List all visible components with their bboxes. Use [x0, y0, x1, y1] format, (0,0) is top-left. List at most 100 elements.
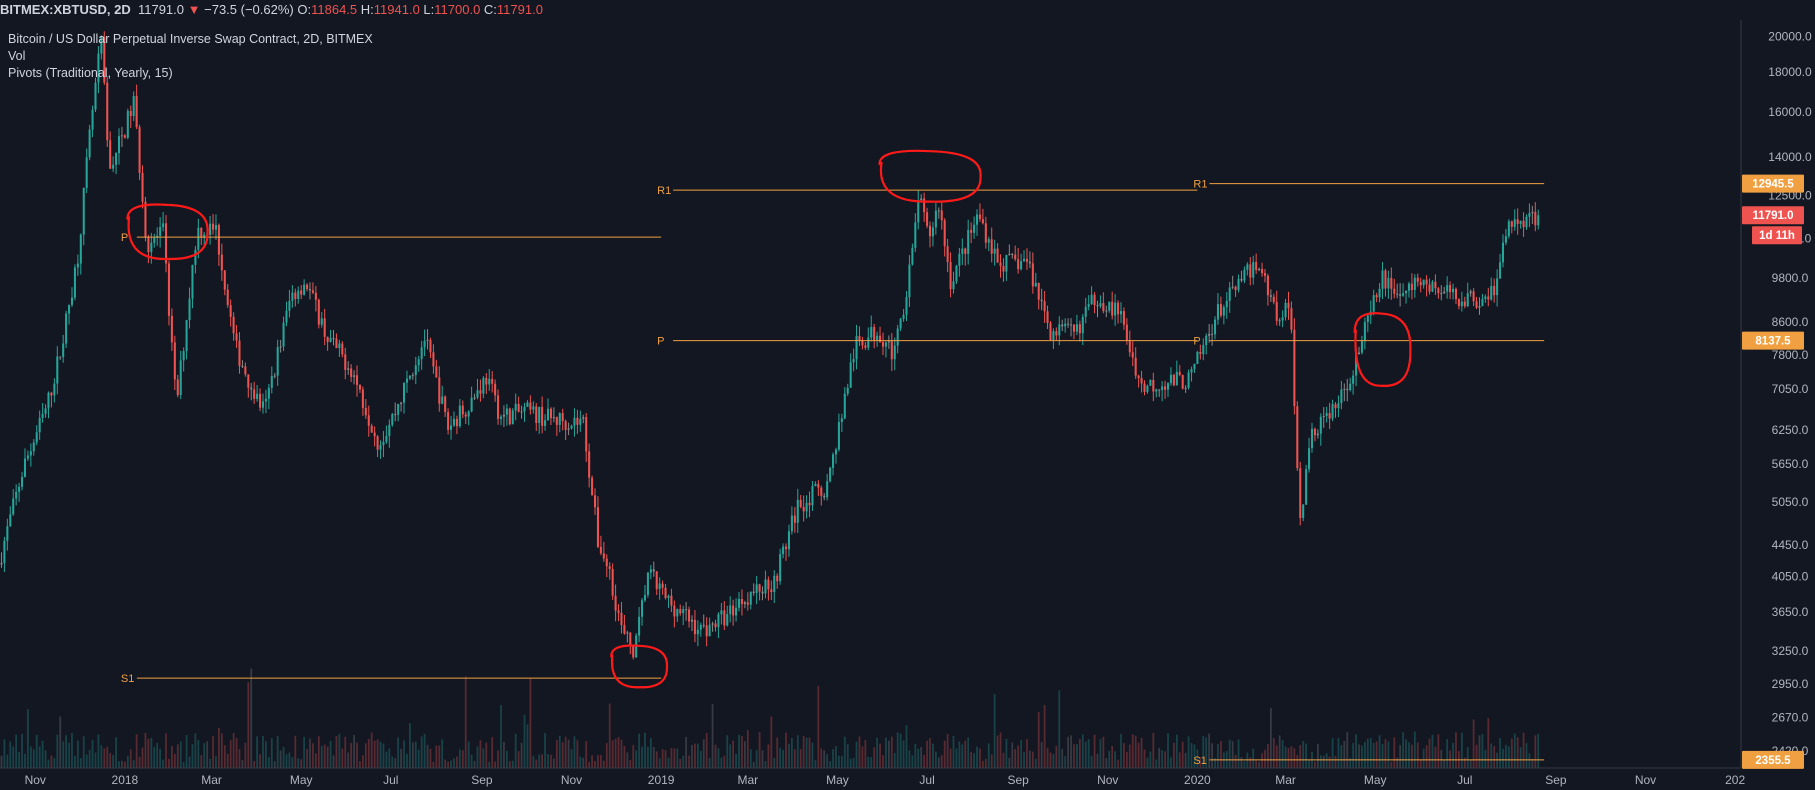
- volume-bar: [1023, 752, 1025, 768]
- candle: [1228, 287, 1231, 301]
- volume-bar: [1278, 735, 1281, 768]
- pivot-label: P: [1193, 336, 1200, 348]
- volume-bar: [291, 757, 294, 768]
- volume-bar: [1531, 758, 1534, 768]
- legend-pivots[interactable]: Pivots (Traditional, Yearly, 15): [8, 66, 173, 80]
- candle: [887, 341, 890, 343]
- volume-bar: [294, 735, 297, 768]
- candle: [961, 248, 964, 254]
- volume-bar: [35, 734, 38, 768]
- candle: [320, 318, 323, 325]
- volume-bar: [188, 756, 191, 768]
- candle: [832, 454, 835, 468]
- volume-bar: [1378, 735, 1381, 768]
- volume-bar: [882, 755, 884, 768]
- candle: [1404, 290, 1408, 294]
- candle: [1084, 306, 1087, 317]
- candle: [623, 625, 626, 634]
- volume-bar: [1402, 732, 1404, 768]
- candle: [1184, 387, 1187, 389]
- volume-bar: [1334, 755, 1337, 768]
- candle: [505, 408, 508, 415]
- volume-bar: [441, 739, 444, 768]
- volume-bar: [1437, 734, 1440, 768]
- x-tick-label: 2018: [112, 773, 139, 787]
- volume-bar: [1043, 705, 1046, 768]
- volume-bar: [1534, 735, 1537, 768]
- volume-bar: [808, 737, 811, 768]
- volume-bar: [779, 747, 782, 768]
- legend-vol[interactable]: Vol: [8, 49, 26, 63]
- candle: [958, 253, 961, 266]
- annotation-circle: [126, 203, 209, 261]
- volume-bar: [688, 755, 690, 768]
- candle: [973, 224, 976, 233]
- volume-bar: [1284, 746, 1287, 768]
- price-chart[interactable]: P S1 R1 P R1 P S1 20000.0 18000.0 16000.0 14000.0…: [0, 20, 1815, 790]
- volume-bar: [385, 751, 388, 768]
- candle: [1322, 415, 1325, 417]
- candle: [253, 389, 256, 399]
- volume-bar: [326, 746, 329, 768]
- volume-bar: [620, 739, 623, 768]
- candle: [259, 393, 262, 408]
- candle: [943, 220, 946, 247]
- x-tick-label: Mar: [1275, 773, 1296, 787]
- candle: [1087, 304, 1090, 307]
- y-tick-label: 18000.0: [1768, 65, 1812, 79]
- candle: [1005, 255, 1008, 272]
- volume-bar: [735, 753, 737, 768]
- volume-bar: [826, 753, 829, 768]
- legend-title[interactable]: Bitcoin / US Dollar Perpetual Inverse Sw…: [8, 32, 373, 46]
- volume-bar: [74, 755, 76, 768]
- candle: [1484, 296, 1487, 299]
- volume-bar: [811, 742, 814, 768]
- volume-bar: [1099, 739, 1102, 768]
- candle: [497, 395, 500, 419]
- volume-bar: [300, 759, 303, 768]
- volume-bar: [588, 761, 591, 768]
- volume-bar: [209, 758, 211, 768]
- volume-bar: [1243, 761, 1246, 768]
- candle: [26, 455, 29, 459]
- volume-bar: [1499, 738, 1501, 768]
- candle: [834, 449, 838, 455]
- candle: [1519, 220, 1522, 224]
- candle: [147, 237, 150, 253]
- volume-bar: [905, 725, 908, 768]
- volume-bar: [109, 753, 112, 768]
- volume-bar: [773, 757, 776, 768]
- candle: [673, 605, 676, 617]
- candle: [458, 405, 461, 427]
- candle: [1131, 352, 1134, 358]
- candle: [881, 342, 885, 347]
- candle: [56, 356, 59, 384]
- candle: [323, 318, 326, 337]
- volume-bar: [94, 752, 97, 768]
- volume-bar: [1149, 751, 1152, 768]
- volume-bar: [1040, 741, 1043, 768]
- candle: [370, 425, 373, 433]
- volume-bar: [705, 733, 708, 768]
- volume-bar: [858, 736, 861, 768]
- volume-bar: [479, 740, 482, 768]
- candle: [905, 297, 908, 315]
- volume-bar: [1249, 757, 1252, 768]
- candle: [1093, 294, 1096, 306]
- candle: [570, 425, 573, 429]
- volume-bar: [923, 754, 926, 768]
- candle: [1478, 306, 1481, 308]
- candle: [1008, 253, 1011, 256]
- symbol-label[interactable]: BITMEX:XBTUSD, 2D: [0, 2, 131, 17]
- candle: [400, 402, 403, 404]
- volume-bar: [68, 742, 70, 768]
- candle: [708, 624, 711, 637]
- pivot-label: S1: [121, 673, 134, 685]
- x-tick-label: 2020: [1184, 773, 1211, 787]
- volume-bar: [1076, 743, 1078, 768]
- candle: [776, 575, 779, 582]
- candle: [470, 397, 473, 412]
- candle: [1531, 211, 1534, 214]
- volume-bar: [1120, 733, 1122, 768]
- volume-bar: [62, 741, 65, 768]
